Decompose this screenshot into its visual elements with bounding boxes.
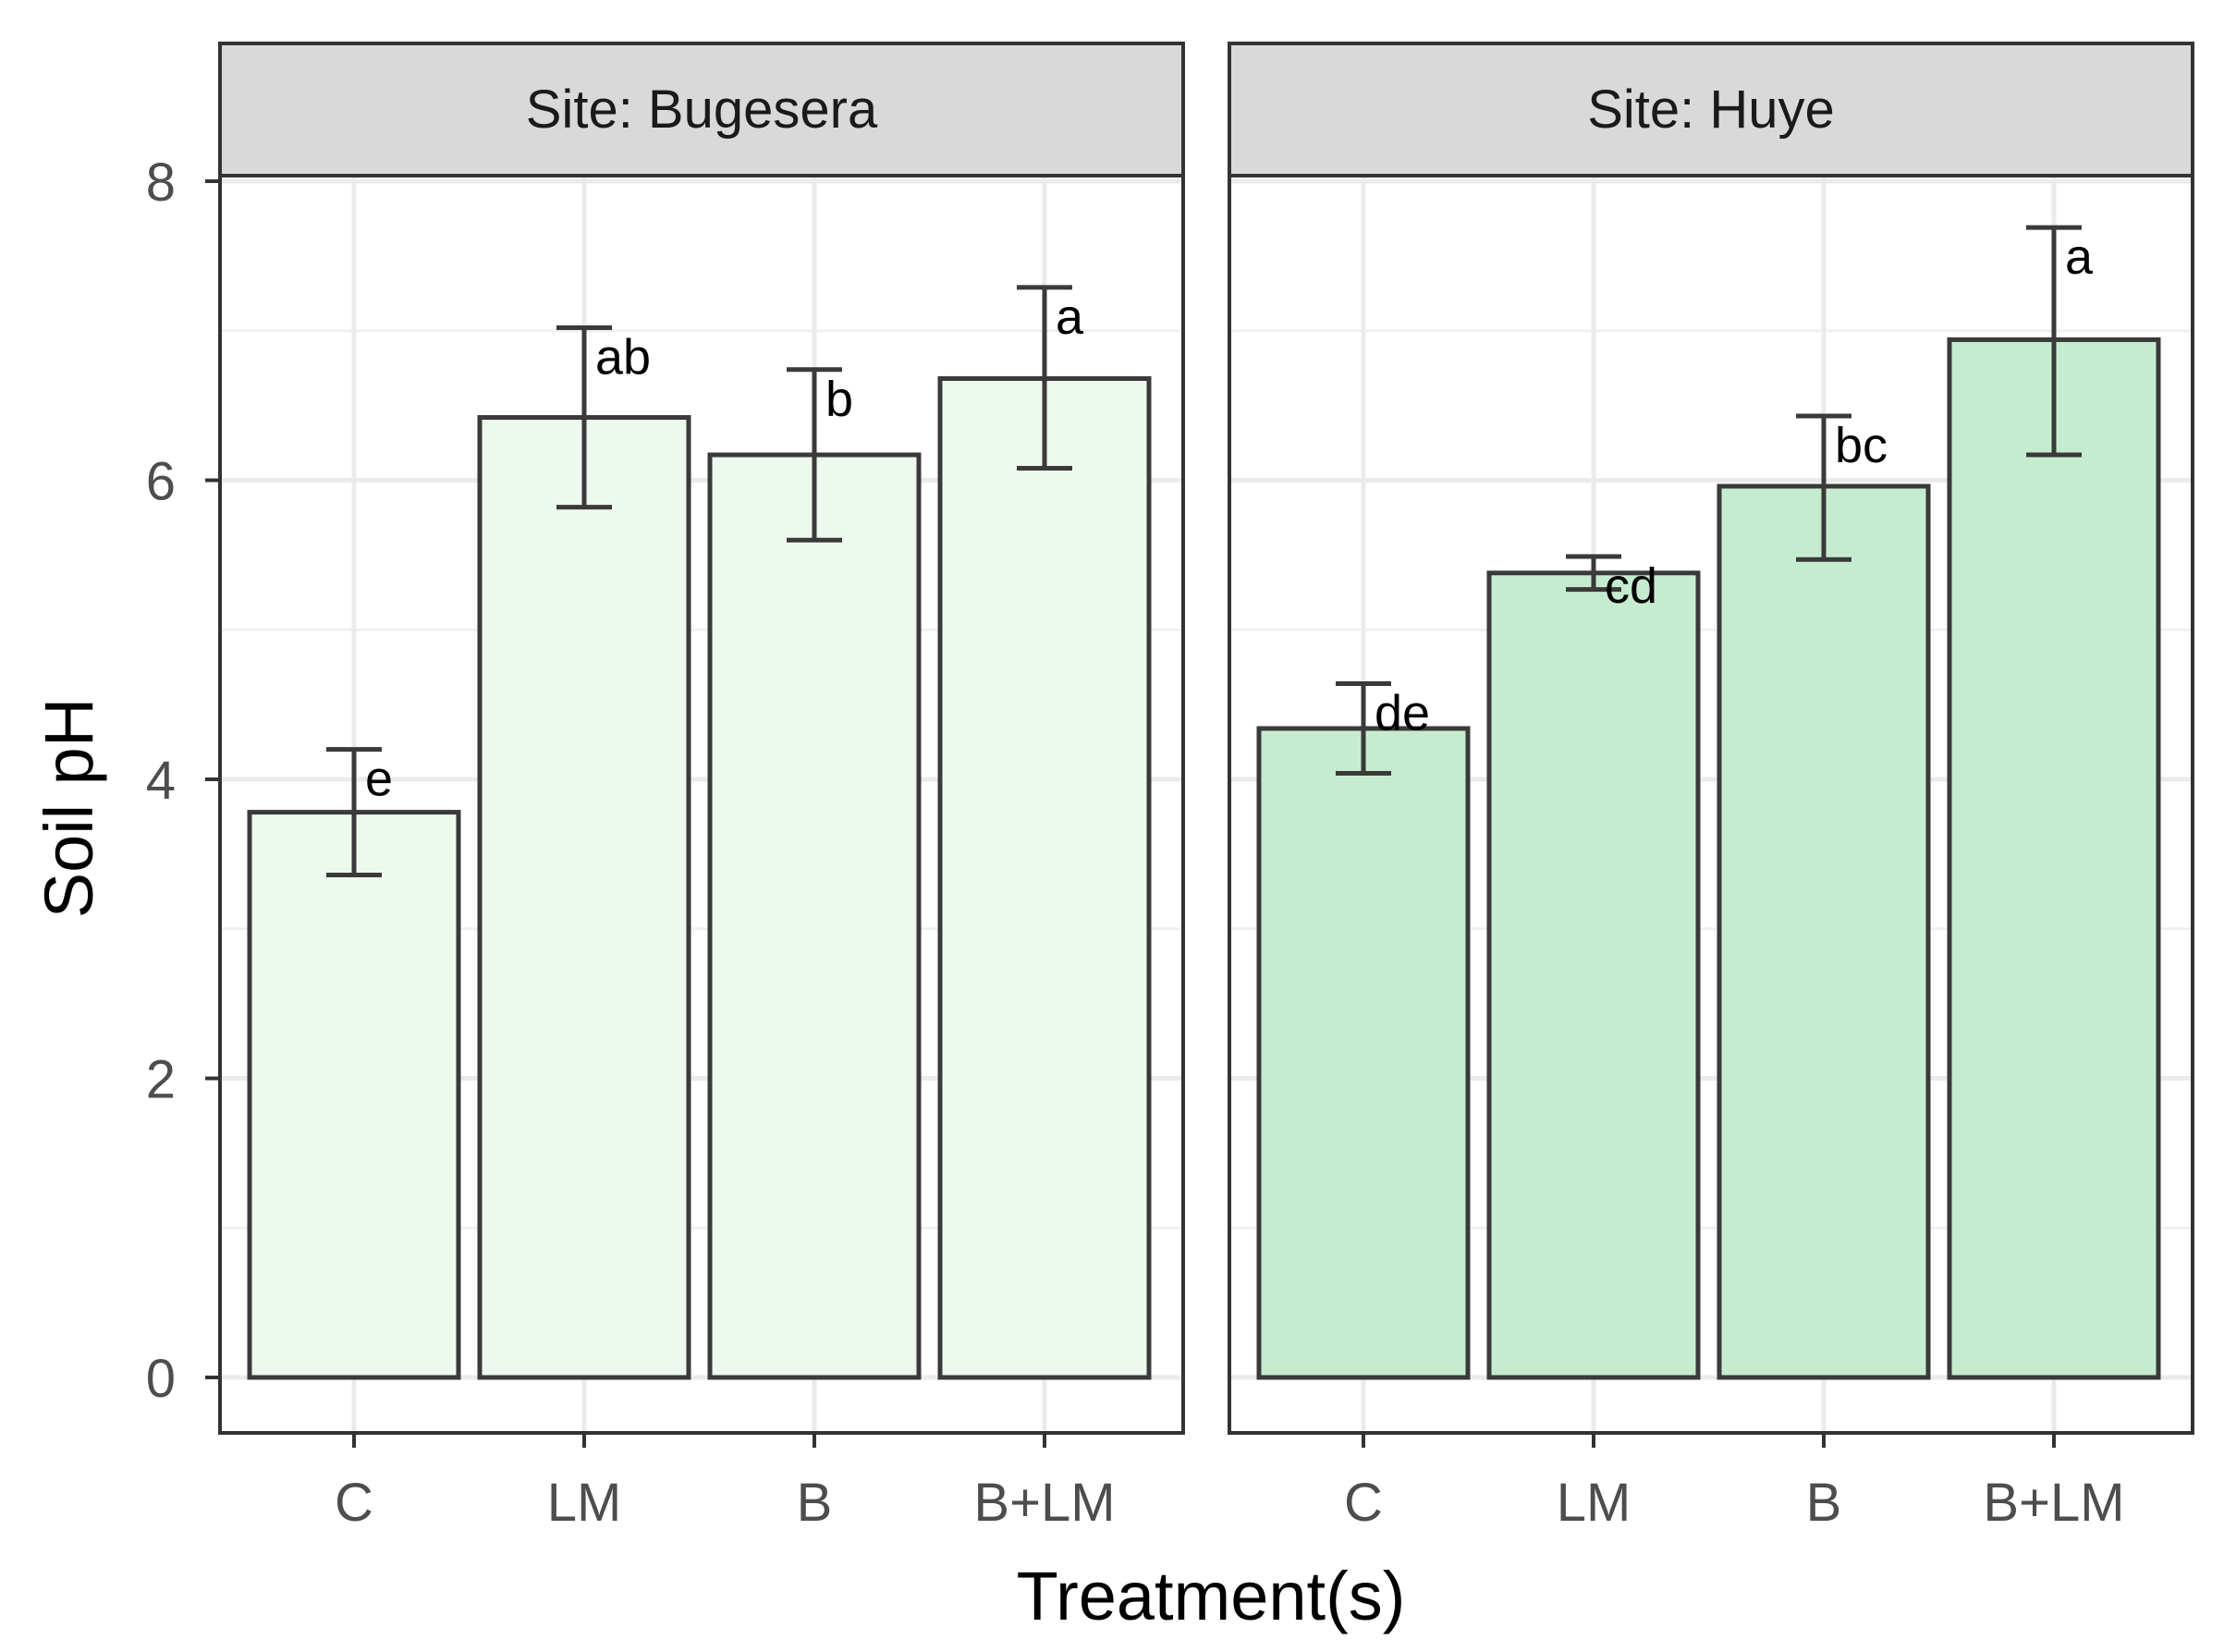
facet-strip	[1228, 42, 2194, 177]
facet-strip	[218, 42, 1185, 177]
panel-2: de cd bc a Site: Huye	[1228, 42, 2194, 1435]
bar-LM	[1486, 570, 1701, 1380]
y-axis-title: Soil pH	[31, 698, 107, 919]
error-bar-C	[1336, 680, 1391, 777]
facet-strip-label: Site: Huye	[1587, 80, 1835, 140]
y-tick-label: 4	[146, 751, 176, 811]
x-tick-label: C	[1344, 1473, 1383, 1533]
panel-1: e ab b a Site: Bugesera	[218, 42, 1185, 1435]
error-bar-C	[326, 747, 382, 878]
error-bar-B	[1796, 413, 1851, 562]
y-tick-label: 8	[146, 153, 176, 213]
bar-C	[1256, 726, 1471, 1380]
bar-B+LM	[1947, 337, 2161, 1380]
x-tick-label: LM	[1557, 1473, 1631, 1533]
significance-letter: e	[365, 752, 393, 807]
significance-letter: cd	[1605, 558, 1657, 614]
significance-letter: ab	[595, 330, 651, 385]
x-axis-title: Treatment(s)	[1017, 1558, 1406, 1634]
y-tick-label: 6	[146, 452, 176, 512]
error-bar-B	[787, 367, 842, 543]
bar-B	[707, 452, 922, 1380]
y-tick-label: 2	[146, 1050, 176, 1110]
bar-LM	[477, 415, 691, 1380]
facet-strip-label: Site: Bugesera	[526, 80, 878, 140]
significance-letter: b	[825, 372, 853, 427]
significance-letter: de	[1375, 685, 1430, 740]
error-bar-B+LM	[1017, 285, 1072, 471]
y-tick-label: 0	[146, 1349, 176, 1409]
y-axis: 0 2 4 6 8	[146, 153, 220, 1409]
bar-B+LM	[937, 376, 1152, 1380]
significance-letter: bc	[1835, 418, 1888, 473]
error-bar-LM	[556, 325, 612, 510]
x-tick-label: B	[1806, 1473, 1842, 1533]
significance-letter: a	[1056, 289, 1084, 345]
x-tick-label: C	[335, 1473, 373, 1533]
error-bar-LM	[1566, 554, 1621, 593]
x-tick-label: B+LM	[973, 1473, 1115, 1533]
x-tick-label: B+LM	[1983, 1473, 2124, 1533]
x-axis: C LM B B+LM C LM B B+LM	[335, 1433, 2125, 1533]
x-tick-label: LM	[547, 1473, 622, 1533]
x-tick-label: B	[797, 1473, 833, 1533]
error-bar-B+LM	[2026, 225, 2082, 458]
panels-layer: e ab b a Site: Bugesera de cd bc a Site: Huye	[218, 42, 2194, 1435]
bar-C	[247, 810, 461, 1380]
significance-letter: a	[2065, 229, 2094, 285]
bar-B	[1717, 483, 1931, 1380]
